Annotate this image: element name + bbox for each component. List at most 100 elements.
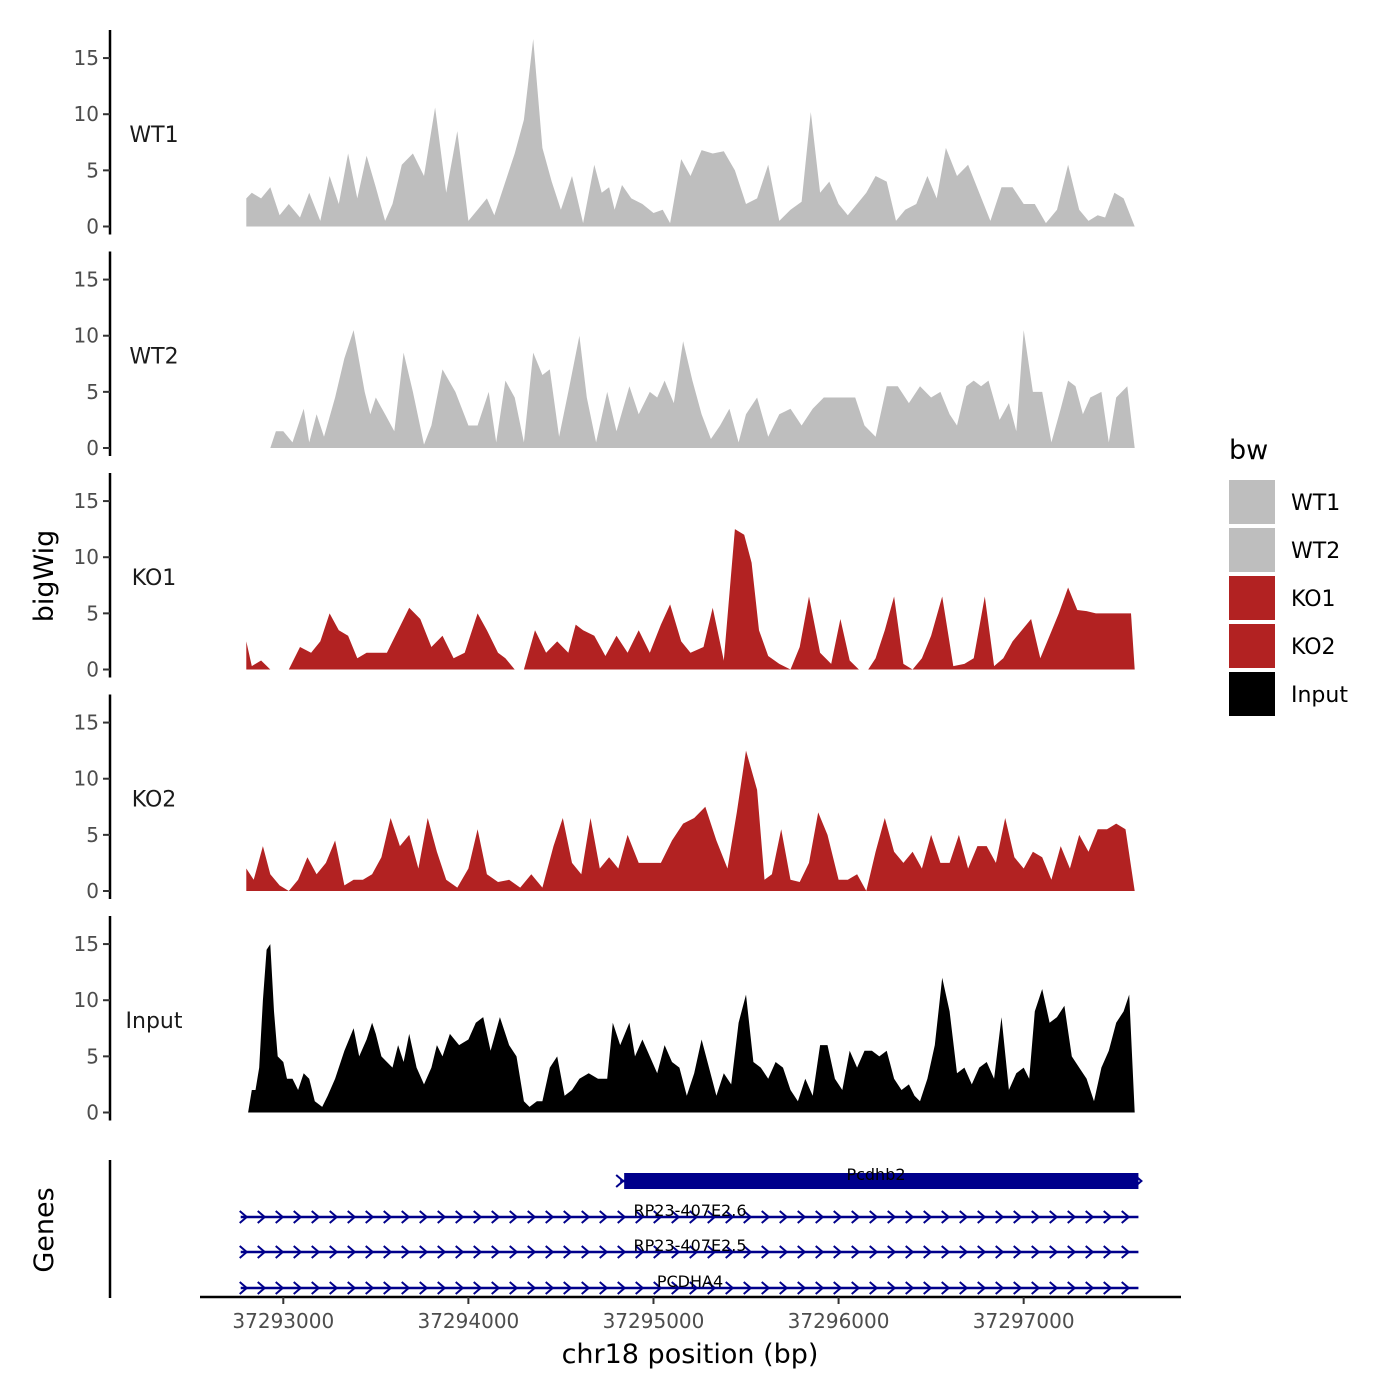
gene-rp23-407e2-6-strand-chevron <box>941 1210 951 1224</box>
gene-rp23-407e2-5-strand-chevron <box>851 1245 861 1259</box>
gene-rp23-407e2-6-strand-chevron <box>473 1210 483 1224</box>
gene-rp23-407e2-6-strand-chevron <box>851 1210 861 1224</box>
y-tick-label-wt1-10: 10 <box>74 102 99 126</box>
legend-label-ko1: KO1 <box>1291 587 1336 612</box>
gene-rp23-407e2-6-strand-chevron <box>419 1210 429 1224</box>
y-tick-label-ko1-15: 15 <box>74 489 99 513</box>
gene-rp23-407e2-5-strand-chevron <box>473 1245 483 1259</box>
y-tick-label-ko1-10: 10 <box>74 545 99 569</box>
gene-pcdha4-strand-chevron <box>743 1281 753 1295</box>
gene-rp23-407e2-5-strand-chevron <box>239 1245 249 1259</box>
y-tick-label-wt2-15: 15 <box>74 268 99 292</box>
gene-rp23-407e2-5-strand-chevron <box>743 1245 753 1259</box>
gene-pcdha4-strand-chevron <box>347 1281 357 1295</box>
gene-rp23-407e2-6-strand-chevron <box>617 1210 627 1224</box>
track-label-input: Input <box>126 1009 183 1034</box>
gene-rp23-407e2-6-strand-chevron <box>833 1210 843 1224</box>
y-tick-label-wt1-15: 15 <box>74 46 99 70</box>
y-tick-label-input-15: 15 <box>74 932 99 956</box>
gene-rp23-407e2-5-strand-chevron <box>581 1245 591 1259</box>
gene-rp23-407e2-6-strand-chevron <box>707 1210 717 1224</box>
gene-rp23-407e2-6-strand-chevron <box>581 1210 591 1224</box>
legend: bw WT1 WT2 KO1 KO2 Input <box>1229 435 1348 716</box>
gene-rp23-407e2-5-strand-chevron <box>1103 1245 1113 1259</box>
gene-rp23-407e2-6-strand-chevron <box>1049 1210 1059 1224</box>
gene-rp23-407e2-5-strand-chevron <box>311 1245 321 1259</box>
gene-pcdha4-strand-chevron <box>905 1281 915 1295</box>
x-tick-label-37296000: 37296000 <box>788 1309 890 1333</box>
y-tick-label-input-0: 0 <box>86 1101 99 1125</box>
gene-pcdha4-strand-chevron <box>977 1281 987 1295</box>
gene-rp23-407e2-5-strand-chevron <box>671 1245 681 1259</box>
gene-rp23-407e2-5-strand-chevron <box>1121 1245 1131 1259</box>
legend-swatch-input <box>1229 672 1275 716</box>
gene-pcdha4-strand-chevron <box>941 1281 951 1295</box>
gene-rp23-407e2-6-strand-chevron <box>1013 1210 1023 1224</box>
gene-annotation-track: Pcdhb2 RP23-407E2.6 RP23-407E2.5 PCDHA4 3729… <box>108 1160 1181 1333</box>
gene-pcdhb2-end-chevron <box>1133 1174 1143 1188</box>
track-panel-wt2: 0 5 10 15 WT2 <box>74 251 1135 460</box>
gene-rp23-407e2-6-strand-chevron <box>887 1210 897 1224</box>
gene-pcdha4-strand-chevron <box>275 1281 285 1295</box>
y-tick-label-ko2-15: 15 <box>74 711 99 735</box>
signal-area-wt2 <box>270 330 1135 448</box>
gene-rp23-407e2-6-strand-chevron <box>743 1210 753 1224</box>
gene-rp23-407e2-6-strand-chevron <box>995 1210 1005 1224</box>
gene-rp23-407e2-6-strand-chevron <box>725 1210 735 1224</box>
gene-pcdha4-strand-chevron <box>599 1281 609 1295</box>
y-tick-label-wt1-0: 0 <box>86 215 99 239</box>
y-tick-label-wt2-5: 5 <box>86 380 99 404</box>
legend-label-ko2: KO2 <box>1291 635 1336 660</box>
gene-rp23-407e2-5-strand-chevron <box>977 1245 987 1259</box>
gene-rp23-407e2-6-strand-chevron <box>1067 1210 1077 1224</box>
gene-rp23-407e2-6-strand-chevron <box>1103 1210 1113 1224</box>
gene-rp23-407e2-6-strand-chevron <box>527 1210 537 1224</box>
gene-pcdha4-strand-chevron <box>923 1281 933 1295</box>
gene-pcdha4-strand-chevron <box>1085 1281 1095 1295</box>
gene-rp23-407e2-5-strand-chevron <box>617 1245 627 1259</box>
gene-rp23-407e2-5-strand-chevron <box>635 1245 645 1259</box>
gene-rp23-407e2-5-strand-chevron <box>419 1245 429 1259</box>
legend-label-input: Input <box>1291 683 1348 708</box>
gene-pcdha4-strand-chevron <box>617 1281 627 1295</box>
y-tick-label-ko2-5: 5 <box>86 823 99 847</box>
gene-pcdha4-strand-chevron <box>581 1281 591 1295</box>
gene-rp23-407e2-6-strand-chevron <box>545 1210 555 1224</box>
gene-rp23-407e2-5-strand-chevron <box>599 1245 609 1259</box>
signal-area-ko1 <box>246 529 1135 670</box>
track-label-wt2: WT2 <box>129 345 178 370</box>
gene-pcdha4-strand-chevron <box>491 1281 501 1295</box>
gene-pcdha4-strand-chevron <box>383 1281 393 1295</box>
gene-pcdha4-strand-chevron <box>869 1281 879 1295</box>
gene-pcdha4-strand-chevron <box>473 1281 483 1295</box>
y-tick-label-input-10: 10 <box>74 988 99 1012</box>
signal-tracks: 0 5 10 15 WT1 0 5 10 15 WT2 0 5 10 15 KO1 0 5 10 15 KO2 0 5 10… <box>74 30 1135 1125</box>
y-tick-label-ko1-5: 5 <box>86 601 99 625</box>
gene-pcdha4: PCDHA4 <box>239 1272 1139 1295</box>
gene-rp23-407e2-5-strand-chevron <box>329 1245 339 1259</box>
gene-rp23-407e2-6-strand-chevron <box>401 1210 411 1224</box>
gene-pcdha4-strand-chevron <box>437 1281 447 1295</box>
gene-rp23-407e2-6-strand-chevron <box>347 1210 357 1224</box>
gene-rp23-407e2-6-strand-chevron <box>779 1210 789 1224</box>
gene-rp23-407e2-6-strand-chevron <box>509 1210 519 1224</box>
gene-rp23-407e2-6-strand-chevron <box>653 1210 663 1224</box>
x-tick-label-37294000: 37294000 <box>417 1309 519 1333</box>
gene-pcdha4-strand-chevron <box>815 1281 825 1295</box>
gene-rp23-407e2-5-strand-chevron <box>941 1245 951 1259</box>
gene-rp23-407e2-5-strand-chevron <box>779 1245 789 1259</box>
gene-rp23-407e2-6-strand-chevron <box>1121 1210 1131 1224</box>
gene-rp23-407e2-5-strand-chevron <box>527 1245 537 1259</box>
legend-swatch-ko2 <box>1229 624 1275 668</box>
y-tick-label-ko2-10: 10 <box>74 767 99 791</box>
gene-rp23-407e2-6-strand-chevron <box>671 1210 681 1224</box>
track-panel-input: 0 5 10 15 Input <box>74 916 1135 1125</box>
gene-pcdha4-strand-chevron <box>1067 1281 1077 1295</box>
gene-rp23-407e2-5-strand-chevron <box>1067 1245 1077 1259</box>
gene-rp23-407e2-5-strand-chevron <box>905 1245 915 1259</box>
track-label-ko2: KO2 <box>132 788 177 813</box>
gene-rp23-407e2-5-strand-chevron <box>761 1245 771 1259</box>
gene-rp23-407e2-5-strand-chevron <box>725 1245 735 1259</box>
gene-rp23-407e2-6-strand-chevron <box>455 1210 465 1224</box>
